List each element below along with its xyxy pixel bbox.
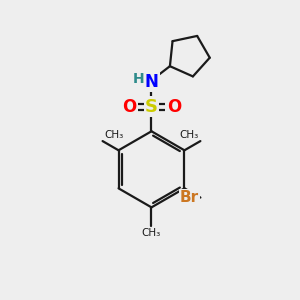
Text: CH₃: CH₃ — [142, 228, 161, 238]
Text: Br: Br — [180, 190, 199, 205]
Text: O: O — [167, 98, 181, 116]
Text: O: O — [122, 98, 136, 116]
Text: N: N — [145, 73, 158, 91]
Text: H: H — [133, 72, 145, 86]
Text: CH₃: CH₃ — [179, 130, 199, 140]
Text: CH₃: CH₃ — [104, 130, 124, 140]
Text: S: S — [145, 98, 158, 116]
